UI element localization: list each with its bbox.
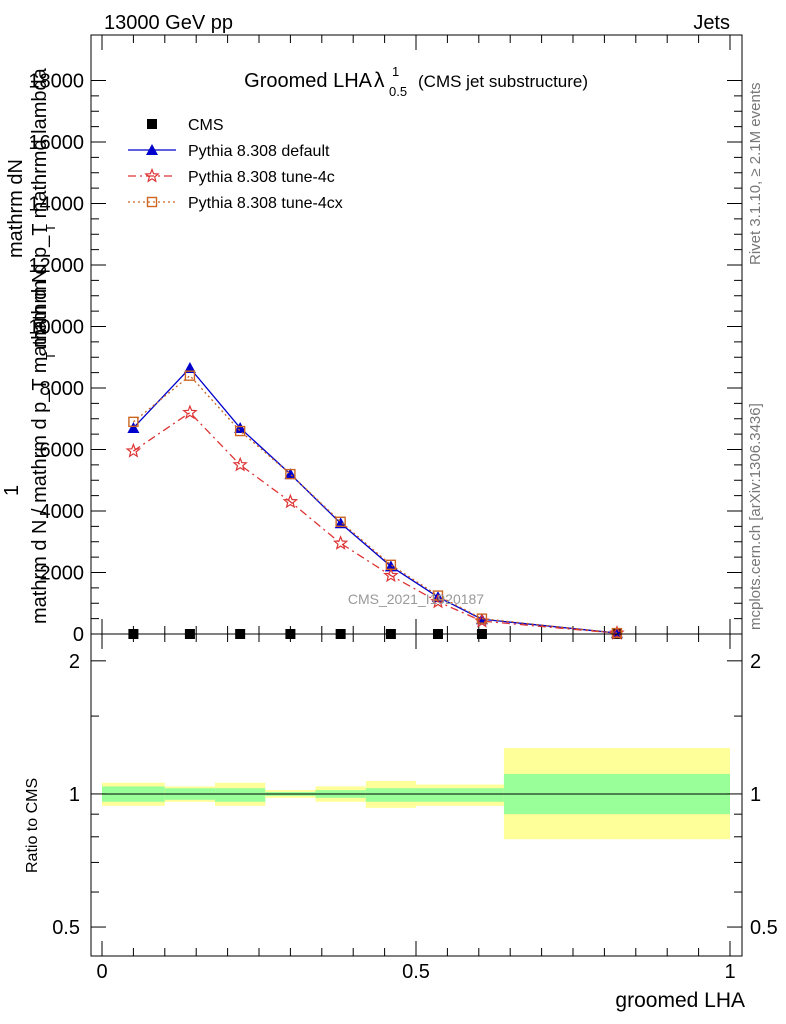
legend-marker: [147, 119, 157, 129]
header-right: Jets: [693, 12, 730, 34]
mcplots-label: mcplots.cern.ch [arXiv:1306.3436]: [747, 403, 764, 630]
legend: CMS Pythia 8.308 default Pythia 8.308 tune…: [128, 117, 343, 212]
ratio-y-tick-label: 0.5: [52, 917, 80, 939]
title-main: Groomed LHA: [244, 70, 372, 92]
y-tick-label: 4000: [40, 501, 85, 523]
stat-uncertainty-band: [365, 788, 416, 802]
data-point: [183, 362, 196, 374]
ratio-x-ticks: 0 0.5 1: [96, 634, 736, 983]
y-tick-label: 6000: [40, 440, 85, 462]
y-tick-label: 16000: [28, 132, 84, 154]
ratio-y-tick-label: 2: [69, 651, 80, 673]
data-point: [232, 456, 248, 472]
y-tick-label: 12000: [28, 255, 84, 277]
data-point: [234, 425, 246, 437]
data-point: [282, 493, 299, 509]
ylabel-subscript-t: T: [43, 224, 58, 232]
data-point: [385, 559, 397, 571]
data-point: [184, 370, 196, 381]
legend-marker: [144, 167, 160, 183]
data-point: [611, 627, 623, 639]
data-point: [284, 468, 297, 480]
ratio-y-ticks: 0.5 0.5 1 1 2 2: [52, 651, 778, 939]
plot-title: Groomed LHA λ 1 0.5 (CMS jet substructur…: [244, 64, 588, 99]
data-point: [332, 535, 349, 550]
data-point: [127, 421, 140, 433]
data-point: [285, 468, 296, 480]
legend-label: Pythia 8.308 default: [188, 143, 330, 160]
watermark: CMS_2021_I1920187: [348, 591, 484, 607]
legend-label: Pythia 8.308 tune-4cx: [188, 195, 343, 212]
data-point: [128, 416, 139, 428]
legend-label: CMS: [188, 117, 224, 134]
data-point: [432, 590, 444, 601]
y-tick-label: 18000: [28, 71, 84, 93]
title-sub: 0.5: [389, 84, 407, 99]
data-point: [125, 442, 142, 458]
ylabel-subscript-t2: T: [43, 352, 58, 360]
title-lambda: λ: [374, 69, 385, 92]
data-point: [234, 421, 247, 433]
title-sup: 1: [392, 64, 399, 79]
x-tick-label: 0: [96, 961, 107, 983]
data-point: [384, 560, 397, 572]
y-tick-label: 2000: [40, 563, 85, 585]
ylabel-numerator: 1: [1, 485, 23, 496]
ratio-y-tick-label: 1: [69, 784, 80, 806]
ratio-y-tick-label-right: 0.5: [750, 917, 778, 939]
data-point: [182, 404, 198, 420]
series-line-2: [133, 411, 618, 634]
x-tick-label: 1: [724, 961, 735, 983]
stat-uncertainty-band: [416, 788, 504, 802]
x-axis-label: groomed LHA: [615, 989, 745, 1012]
data-point: [334, 517, 347, 529]
stat-uncertainty-band: [215, 788, 266, 802]
data-point: [383, 567, 399, 583]
ylabel-denominator: mathrm d N / mathrm d p_T mathrm d N: [29, 269, 51, 624]
ylabel-garbled-2: mathrm d p_T mathrmd lambda: [29, 67, 51, 348]
rivet-label: Rivet 3.1.10, ≥ 2.1M events: [747, 83, 764, 266]
legend-marker: [146, 144, 158, 155]
legend-marker: [146, 196, 158, 208]
y-tick-label: 10000: [28, 317, 84, 339]
main-y-ticks: 0 2000 4000 6000 8000 10000 12000 14000 16000 180…: [28, 35, 742, 646]
y-tick-label: 14000: [28, 194, 84, 216]
data-point: [335, 516, 346, 527]
ylabel-garbled-1: mathrm dN: [5, 159, 27, 258]
y-tick-label: 8000: [40, 378, 85, 400]
title-suffix: (CMS jet substructure): [418, 72, 588, 91]
legend-label: Pythia 8.308 tune-4c: [188, 169, 335, 186]
x-tick-label: 0.5: [402, 961, 430, 983]
y-tick-label: 0: [73, 624, 84, 646]
header-left: 13000 GeV pp: [104, 12, 233, 34]
ratio-y-label: Ratio to CMS: [24, 778, 41, 873]
ratio-y-tick-label-right: 2: [750, 651, 761, 673]
data-point: [476, 613, 488, 624]
ratio-frame: [90, 633, 743, 957]
ratio-y-tick-label-right: 1: [750, 784, 761, 806]
main-y-label: mathrm dN mathrm d p_T mathrmd lambda T …: [1, 67, 58, 624]
